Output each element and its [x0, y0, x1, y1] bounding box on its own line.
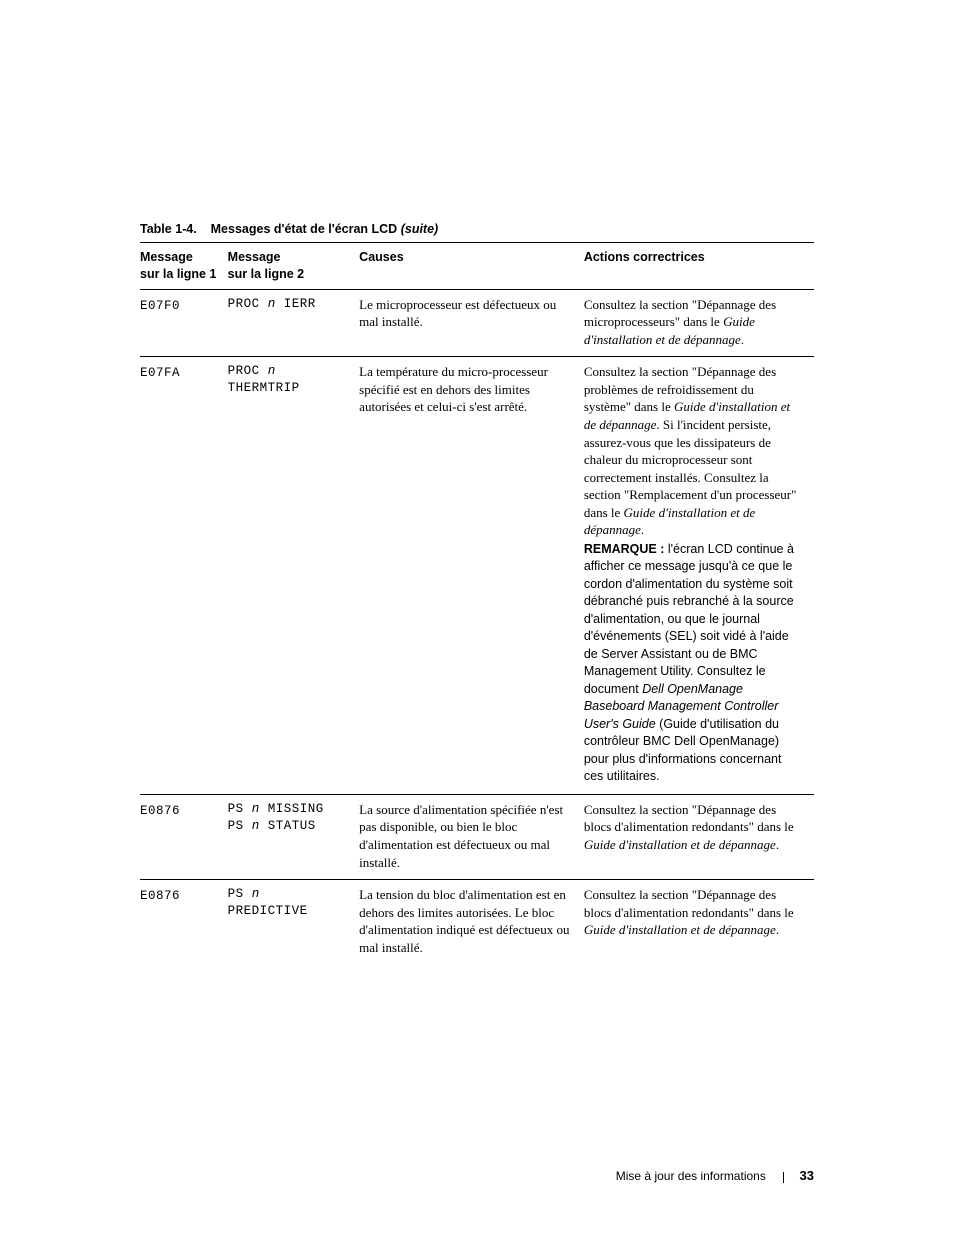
- action-text: Consultez la section "Dépannage des bloc…: [584, 887, 794, 920]
- th-msg-line1: Message sur la ligne 1: [140, 243, 228, 290]
- page: Table 1-4. Messages d'état de l'écran LC…: [0, 0, 954, 1235]
- cell-action: Consultez la section "Dépannage des micr…: [584, 289, 814, 357]
- txt: STATUS: [260, 819, 316, 833]
- action-text: .: [776, 922, 779, 937]
- txt: PROC: [228, 364, 268, 378]
- caption-prefix: Table 1-4.: [140, 222, 197, 236]
- note-text: l'écran LCD continue à afficher ce messa…: [584, 542, 794, 696]
- cell-msg2: PROC n IERR: [228, 289, 360, 357]
- cell-cause: Le microprocesseur est défectueux ou mal…: [359, 289, 584, 357]
- error-code: E07FA: [140, 366, 180, 380]
- error-code: E0876: [140, 804, 180, 818]
- table-row: E0876 PS n MISSING PS n STATUS La source…: [140, 794, 814, 879]
- cause-text: La tension du bloc d'alimentation est en…: [359, 887, 569, 955]
- cell-msg2: PS n PREDICTIVE: [228, 880, 360, 965]
- cell-code: E07FA: [140, 357, 228, 794]
- cell-code: E0876: [140, 880, 228, 965]
- msg-code: PROC n: [228, 363, 350, 380]
- var-n: n: [252, 802, 260, 816]
- msg-code: PROC n IERR: [228, 296, 350, 313]
- cause-text: La température du micro-processeur spéci…: [359, 364, 548, 414]
- th-text: sur la ligne 1: [140, 267, 216, 281]
- var-n: n: [268, 297, 276, 311]
- footer-section: Mise à jour des informations: [616, 1169, 766, 1183]
- caption-title: Messages d'état de l'écran LCD: [211, 222, 398, 236]
- txt: PS: [228, 802, 252, 816]
- th-causes: Causes: [359, 243, 584, 290]
- cell-msg2: PROC n THERMTRIP: [228, 357, 360, 794]
- table-row: E0876 PS n PREDICTIVE La tension du bloc…: [140, 880, 814, 965]
- txt: IERR: [276, 297, 316, 311]
- table-row: E07FA PROC n THERMTRIP La température du…: [140, 357, 814, 794]
- txt: MISSING: [260, 802, 324, 816]
- footer-separator: [783, 1172, 784, 1183]
- cause-text: La source d'alimentation spécifiée n'est…: [359, 802, 563, 870]
- table-caption: Table 1-4. Messages d'état de l'écran LC…: [140, 222, 814, 236]
- cell-code: E07F0: [140, 289, 228, 357]
- th-text: Message: [228, 250, 281, 264]
- cell-action: Consultez la section "Dépannage des bloc…: [584, 880, 814, 965]
- caption-suffix: (suite): [401, 222, 439, 236]
- th-msg-line2: Message sur la ligne 2: [228, 243, 360, 290]
- th-text: Causes: [359, 250, 403, 264]
- txt: PS: [228, 887, 252, 901]
- msg-code: PS n STATUS: [228, 818, 350, 835]
- cell-cause: La source d'alimentation spécifiée n'est…: [359, 794, 584, 879]
- error-code: E07F0: [140, 299, 180, 313]
- txt: PS: [228, 819, 252, 833]
- txt: PROC: [228, 297, 268, 311]
- th-text: Actions correctrices: [584, 250, 705, 264]
- cell-msg2: PS n MISSING PS n STATUS: [228, 794, 360, 879]
- th-text: Message: [140, 250, 193, 264]
- guide-ref: Guide d'installation et de dépannage: [584, 922, 776, 937]
- var-n: n: [252, 887, 260, 901]
- table-header-row: Message sur la ligne 1 Message sur la li…: [140, 243, 814, 290]
- page-footer: Mise à jour des informations 33: [616, 1168, 814, 1183]
- cell-action: Consultez la section "Dépannage des bloc…: [584, 794, 814, 879]
- action-text: Consultez la section "Dépannage des bloc…: [584, 802, 794, 835]
- lcd-messages-table: Message sur la ligne 1 Message sur la li…: [140, 242, 814, 964]
- var-n: n: [252, 819, 260, 833]
- table-row: E07F0 PROC n IERR Le microprocesseur est…: [140, 289, 814, 357]
- th-text: sur la ligne 2: [228, 267, 304, 281]
- msg-code: PS n: [228, 886, 350, 903]
- th-actions: Actions correctrices: [584, 243, 814, 290]
- var-n: n: [268, 364, 276, 378]
- action-text: .: [641, 522, 644, 537]
- msg-code: THERMTRIP: [228, 380, 350, 397]
- msg-code: PS n MISSING: [228, 801, 350, 818]
- cell-code: E0876: [140, 794, 228, 879]
- page-number: 33: [800, 1168, 814, 1183]
- action-text: .: [776, 837, 779, 852]
- guide-ref: Guide d'installation et de dépannage: [584, 837, 776, 852]
- error-code: E0876: [140, 889, 180, 903]
- msg-code: PREDICTIVE: [228, 903, 350, 920]
- action-text: .: [741, 332, 744, 347]
- cell-cause: La température du micro-processeur spéci…: [359, 357, 584, 794]
- note-label: REMARQUE :: [584, 542, 665, 556]
- cell-cause: La tension du bloc d'alimentation est en…: [359, 880, 584, 965]
- cause-text: Le microprocesseur est défectueux ou mal…: [359, 297, 556, 330]
- cell-action: Consultez la section "Dépannage des prob…: [584, 357, 814, 794]
- note-block: REMARQUE : l'écran LCD continue à affich…: [584, 541, 804, 786]
